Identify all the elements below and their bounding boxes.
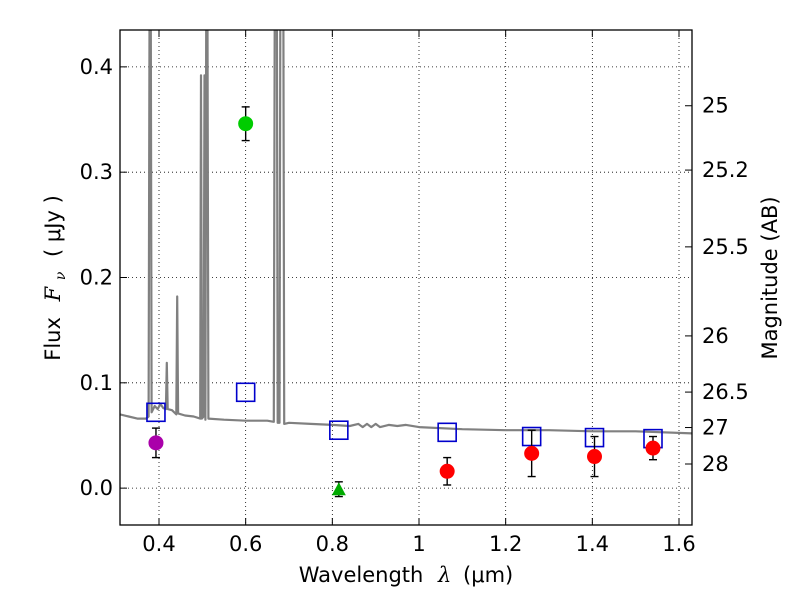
observed-circle-marker — [238, 116, 254, 132]
x-axis-label-text: Wavelength — [299, 563, 424, 587]
y-axis-label-symbol: F — [41, 285, 65, 302]
mag-tick-label: 28 — [702, 452, 729, 476]
x-tick-label: 0.4 — [142, 532, 175, 556]
y-tick-label: 0.4 — [80, 55, 113, 79]
x-tick-label: 1.2 — [489, 532, 522, 556]
mag-tick-label: 27 — [702, 416, 729, 440]
observed-circle-marker — [439, 463, 455, 479]
observed-circle-marker — [587, 449, 602, 465]
y-axis-label-text: Flux — [41, 317, 65, 361]
x-tick-label: 1.4 — [576, 532, 609, 556]
y-tick-label: 0.3 — [80, 160, 113, 184]
observed-circle-marker — [148, 435, 164, 451]
x-axis-label-symbol: λ — [437, 563, 451, 587]
mag-tick-label: 25 — [702, 94, 729, 118]
mag-tick-label: 25.5 — [702, 235, 749, 259]
x-tick-label: 0.6 — [229, 532, 262, 556]
x-tick-label: 1 — [412, 532, 425, 556]
x-axis-label-unit: (μm) — [463, 563, 513, 587]
triangle-marker — [331, 482, 346, 496]
mag-tick-label: 26 — [702, 324, 729, 348]
model-square-marker — [146, 402, 166, 423]
observed-circle-marker — [524, 445, 540, 461]
model-square-marker — [235, 382, 256, 403]
ticks: 0.4 0.6 0.8 1 1.2 1.4 1.6 0.0 0.1 0.2 0.3 0.4 25 25.2… — [80, 30, 749, 556]
y-axis-label-unit: ( μJy ) — [41, 195, 65, 257]
y-tick-label: 0.2 — [80, 266, 113, 290]
mag-tick-label: 25.2 — [702, 158, 749, 182]
x-tick-label: 1.6 — [662, 532, 695, 556]
observed-circle-marker — [645, 440, 661, 456]
mag-tick-label: 26.5 — [702, 380, 749, 404]
y2-axis-label: Magnitude (AB) — [758, 196, 782, 359]
model-square-marker — [329, 420, 349, 441]
y-axis-label-subscript: ν — [53, 271, 69, 280]
series-layer — [120, 30, 692, 498]
y-tick-label: 0.0 — [80, 476, 113, 500]
y-tick-label: 0.1 — [80, 371, 113, 395]
x-axis-label: Wavelength λ (μm) — [299, 563, 513, 587]
y-axis-label: Flux F ν ( μJy ) — [41, 195, 70, 361]
x-tick-label: 0.8 — [316, 532, 349, 556]
model-square-marker — [437, 422, 457, 443]
